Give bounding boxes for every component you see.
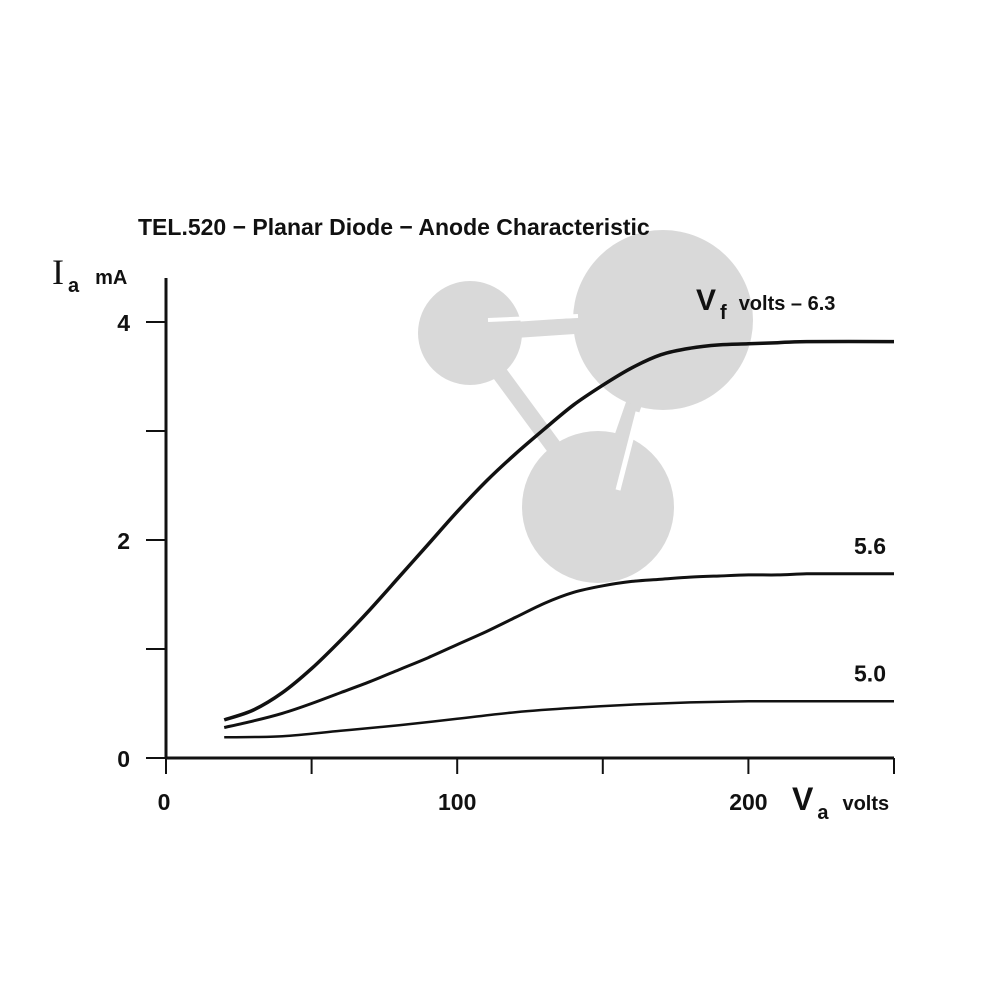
watermark-circle-small (418, 281, 522, 385)
series-labels: 5.6 5.0 (854, 533, 886, 687)
watermark-circle-medium (522, 431, 674, 583)
watermark-gap-line-2 (487, 314, 579, 322)
y-axis-subscript: a (68, 275, 80, 297)
watermark-gap-line (615, 411, 641, 491)
x-tick-label: 200 (729, 789, 767, 815)
x-axis-label: V a volts (792, 781, 889, 824)
x-axis-subscript: a (817, 802, 829, 824)
x-axis-unit: volts (842, 793, 889, 815)
legend-header-unit: volts – 6.3 (739, 293, 836, 315)
watermark-logo (418, 230, 753, 583)
x-axis-symbol: V (792, 781, 814, 817)
x-tick-label: 0 (158, 789, 171, 815)
legend-header: V f volts – 6.3 (696, 284, 835, 324)
legend-header-symbol: V (696, 284, 716, 317)
series-label-5-0: 5.0 (854, 660, 886, 686)
series-line-5-0 (224, 699, 894, 739)
series-line-5-6 (223, 572, 894, 729)
y-axis-symbol: I (52, 252, 64, 292)
y-tick-label: 2 (117, 528, 130, 554)
series-group (223, 339, 895, 739)
legend-header-subscript: f (720, 302, 727, 324)
y-axis-unit: mA (95, 267, 127, 289)
watermark-circle-large (573, 230, 753, 410)
x-tick-label: 100 (438, 789, 476, 815)
y-tick-label: 4 (117, 310, 130, 336)
axes: 0 100 200 0 2 4 (117, 278, 895, 815)
y-axis-label: I a mA (52, 252, 127, 297)
series-label-5-6: 5.6 (854, 533, 886, 559)
y-tick-label: 0 (117, 746, 130, 772)
series-line-6-3 (223, 339, 895, 722)
chart-title: TEL.520 − Planar Diode − Anode Character… (138, 214, 650, 240)
